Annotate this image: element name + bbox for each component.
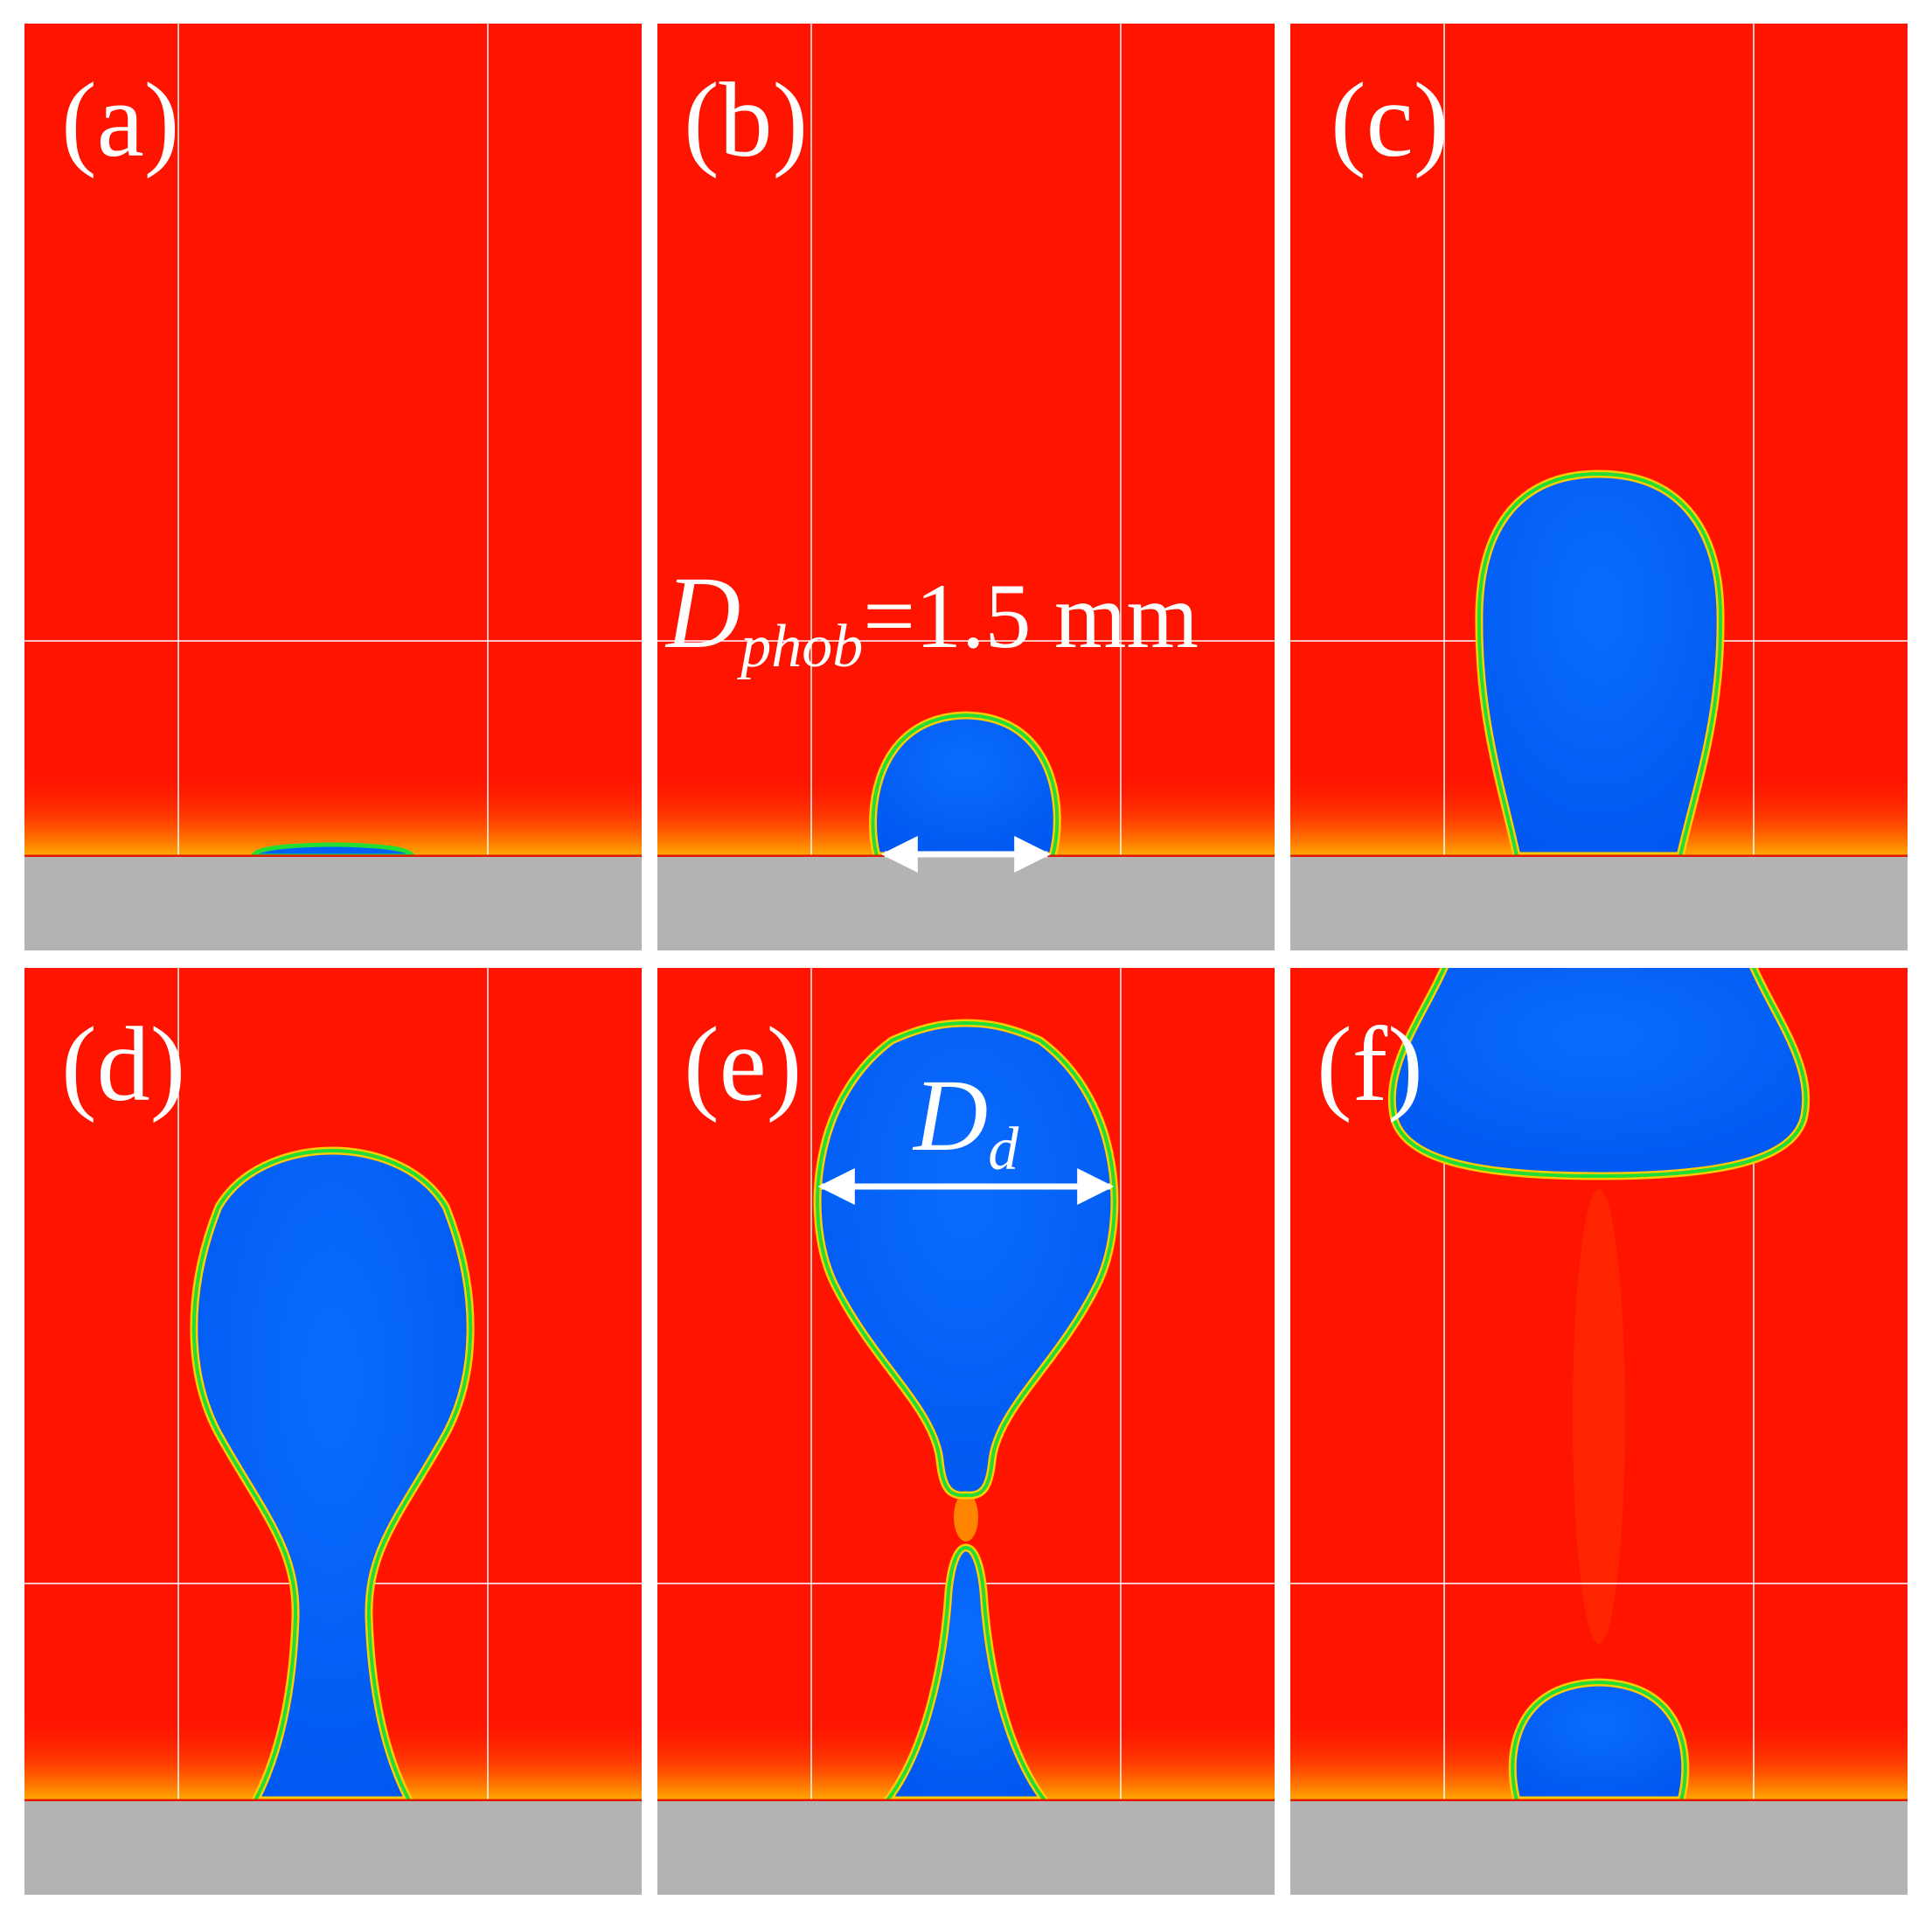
panel-d: (d) [24,968,642,1895]
necking-droplet-interface [191,1148,473,1801]
wake-plume [1573,1189,1625,1644]
substrate [24,1801,642,1895]
detaching-droplet-interface [816,1020,1116,1498]
panel-label: (c) [1331,61,1449,179]
detached-droplet-interface [1390,968,1808,1179]
dd-symbol: D [912,1058,988,1173]
cap-droplet-interface [871,713,1060,857]
panel-b: Dphob=1.5 mm (b) [657,24,1275,950]
panel-c: (c) [1290,24,1908,950]
panel-label: (f) [1317,1006,1423,1124]
panel-label: (d) [61,1006,185,1124]
dd-annotation: Dd [912,1058,1019,1183]
column-droplet-interface [1477,471,1723,857]
substrate [24,857,642,950]
column-droplet [1475,470,1725,860]
fluid-background [24,24,642,856]
substrate [657,857,1275,950]
substrate [657,1801,1275,1895]
dphob-value: =1.5 mm [863,565,1199,667]
residual-neck-interface [886,1545,1046,1802]
detached-droplet [1387,968,1810,1180]
panel-f: (f) [1290,968,1908,1895]
dd-subscript: d [988,1116,1019,1183]
cap-droplet [869,711,1061,860]
panel-label: (b) [684,61,808,179]
thin-film-droplet [251,842,416,859]
substrate [1290,1801,1908,1895]
panel-label: (a) [61,61,179,179]
dphob-annotation: Dphob=1.5 mm [664,555,1199,680]
wall-glow [24,769,642,856]
panel-label: (e) [684,1006,802,1124]
dphob-symbol: D [664,555,740,670]
panel-e: Dd (e) [657,968,1275,1895]
dphob-subscript: phob [736,613,863,680]
panel-a: (a) [24,24,642,950]
pinch-glow [954,1493,978,1542]
residual-cap-interface [1511,1680,1687,1801]
substrate [1290,857,1908,950]
